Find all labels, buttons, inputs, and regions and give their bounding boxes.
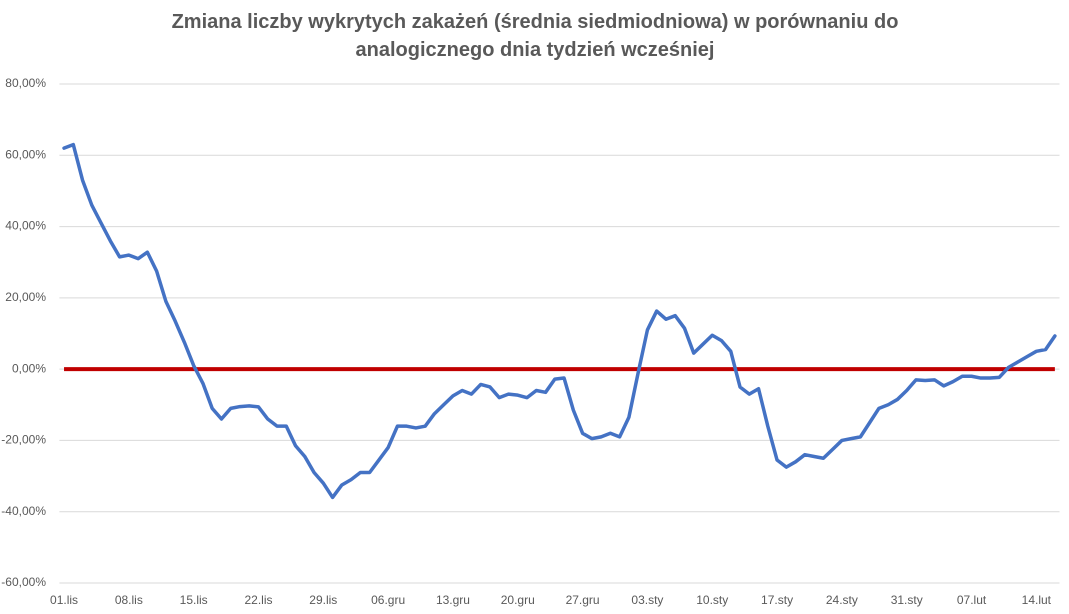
x-tick-label: 03.sty xyxy=(631,593,663,607)
x-tick-label: 29.lis xyxy=(309,593,337,607)
y-tick-label: 0,00% xyxy=(12,361,46,375)
data-line xyxy=(62,142,1057,500)
x-tick-label: 20.gru xyxy=(501,593,535,607)
x-tick-label: 01.lis xyxy=(50,593,78,607)
x-tick-label: 07.lut xyxy=(957,593,987,607)
y-tick-label: -40,00% xyxy=(1,504,46,518)
x-tick-label: 31.sty xyxy=(891,593,923,607)
y-tick-label: 60,00% xyxy=(5,147,46,161)
x-tick-label: 10.sty xyxy=(696,593,728,607)
x-tick-label: 17.sty xyxy=(761,593,793,607)
x-tick-label: 14.lut xyxy=(1022,593,1052,607)
y-tick-label: 80,00% xyxy=(5,76,46,90)
x-tick-label: 27.gru xyxy=(566,593,600,607)
y-tick-label: 40,00% xyxy=(5,219,46,233)
y-tick-label: 20,00% xyxy=(5,290,46,304)
x-tick-label: 13.gru xyxy=(436,593,470,607)
x-tick-label: 06.gru xyxy=(371,593,405,607)
y-tick-label: -20,00% xyxy=(1,433,46,447)
x-tick-label: 08.lis xyxy=(115,593,143,607)
x-tick-label: 22.lis xyxy=(244,593,272,607)
x-tick-label: 15.lis xyxy=(180,593,208,607)
y-tick-label: -60,00% xyxy=(1,575,46,589)
x-tick-label: 24.sty xyxy=(826,593,858,607)
chart-title: Zmiana liczby wykrytych zakażeń (średnia… xyxy=(171,11,899,61)
